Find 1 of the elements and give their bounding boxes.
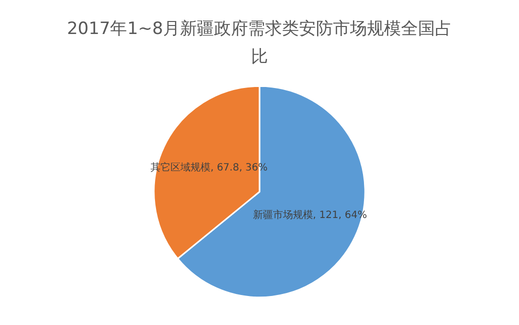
chart-title: 2017年1~8月新疆政府需求类安防市场规模全国占比 [66, 19, 452, 67]
